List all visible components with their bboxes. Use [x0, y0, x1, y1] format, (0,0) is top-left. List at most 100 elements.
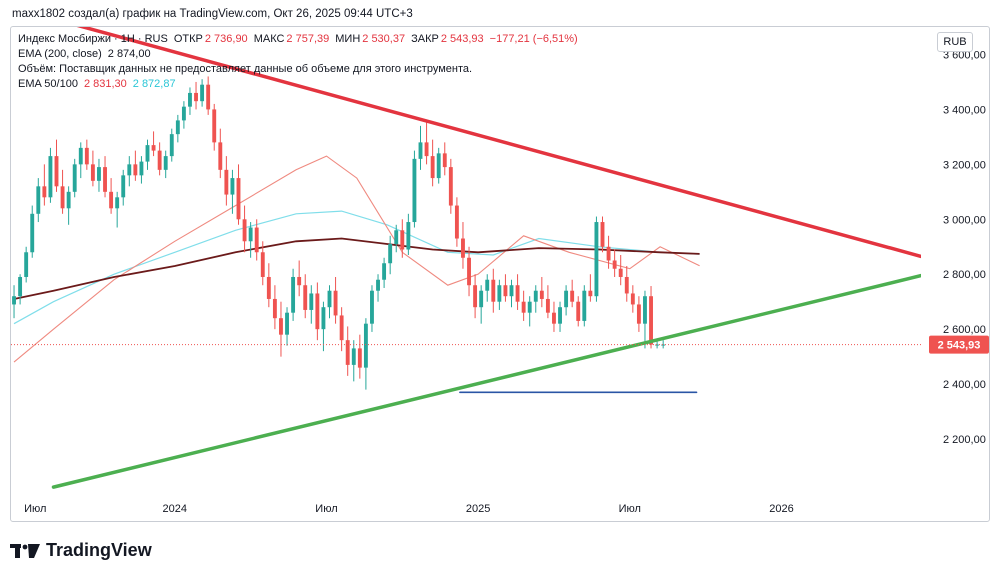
candle-body	[643, 296, 647, 324]
candle-body	[630, 293, 635, 305]
candle-body	[600, 222, 605, 247]
candle-body	[515, 285, 520, 302]
candle-body	[376, 279, 380, 291]
x-tick-label: Июл	[24, 503, 46, 515]
y-tick-label: 2 400,00	[943, 379, 986, 391]
candle-body	[145, 145, 150, 162]
candle-body	[127, 164, 132, 176]
candle-body	[370, 290, 374, 324]
candle-body	[163, 156, 168, 170]
candle-body	[279, 318, 283, 335]
candle-body	[509, 285, 514, 297]
ema200-value: 2 874,00	[107, 48, 151, 60]
symbol-title[interactable]: Индекс Мосбиржи · 1H · RUS	[18, 33, 168, 45]
x-tick-label: 2026	[769, 503, 793, 515]
change-value: −177,21 (−6,51%)	[489, 33, 578, 45]
candle-body	[473, 285, 478, 308]
candle-body	[139, 161, 144, 176]
candle-body	[285, 312, 289, 335]
candle-body	[618, 268, 623, 277]
candle-body	[60, 186, 65, 209]
candle-body	[254, 227, 259, 253]
candle-body	[84, 147, 89, 165]
candle-body	[594, 222, 599, 297]
open-label: ОТКР	[173, 33, 203, 45]
low-label: МИН	[335, 33, 361, 45]
candle-body	[224, 169, 229, 195]
candle-body	[175, 120, 180, 135]
candle-body	[333, 290, 338, 316]
ema200-label[interactable]: EMA (200, close)	[18, 48, 102, 60]
candle-body	[78, 147, 83, 165]
chart-legend: Индекс Мосбиржи · 1H · RUS ОТКР 2 736,90…	[18, 32, 578, 92]
candle-body	[121, 175, 126, 198]
candle-body	[649, 296, 653, 345]
candle-body	[297, 276, 302, 286]
candle-body	[461, 238, 465, 258]
candle-body	[24, 252, 29, 277]
close-label: ЗАКР	[411, 33, 439, 45]
plot-area[interactable]	[11, 11, 921, 489]
high-label: МАКС	[253, 33, 285, 45]
candle-body	[612, 260, 617, 269]
candle-body	[467, 257, 471, 286]
candle-body	[66, 191, 71, 209]
candle-body	[588, 290, 593, 297]
currency-button[interactable]: RUB	[937, 32, 973, 52]
candle-body	[206, 84, 211, 110]
candle-body	[564, 290, 569, 308]
candle-body	[503, 285, 508, 297]
candle-body	[48, 156, 53, 198]
candle-body	[412, 158, 417, 223]
candle-body	[339, 315, 344, 341]
candle-body	[485, 279, 490, 291]
candle-body	[212, 109, 217, 143]
candle-body	[194, 92, 198, 102]
candle-body	[418, 142, 423, 159]
tradingview-logo[interactable]: TradingView	[10, 540, 152, 561]
candle-body	[12, 296, 16, 305]
candle-body	[157, 150, 162, 170]
candle-body	[436, 153, 441, 179]
candle-body	[309, 293, 314, 310]
candle-body	[248, 227, 253, 242]
candle-body	[382, 263, 387, 280]
candle-body	[90, 164, 95, 181]
candle-body	[570, 290, 575, 302]
candle-body	[624, 276, 629, 294]
candle-body	[430, 156, 435, 179]
candle-body	[109, 191, 114, 209]
candle-body	[236, 178, 241, 220]
candle-body	[582, 290, 587, 321]
ema50-value: 2 831,30	[83, 78, 127, 90]
x-tick-label: Июл	[315, 503, 337, 515]
candle-body	[169, 134, 174, 157]
open-value: 2 736,90	[204, 33, 248, 45]
candle-body	[552, 312, 556, 324]
candle-body	[576, 301, 581, 321]
candle-body	[345, 340, 350, 365]
candle-body	[448, 167, 453, 206]
ema100-value: 2 872,87	[132, 78, 176, 90]
candle-body	[394, 230, 399, 245]
high-value: 2 757,39	[286, 33, 330, 45]
candle-body	[497, 285, 502, 302]
candle-body	[527, 301, 532, 313]
candle-body	[181, 106, 186, 121]
ema100-line	[13, 210, 700, 325]
candle-body	[115, 197, 120, 209]
candle-body	[291, 276, 296, 313]
ema-pair-label[interactable]: EMA 50/100	[18, 78, 78, 90]
candle-body	[103, 167, 107, 192]
support-trendline	[51, 273, 921, 489]
candle-body	[533, 290, 538, 302]
y-tick-label: 2 800,00	[943, 269, 986, 281]
chart-attribution: maxx1802 создал(а) график на TradingView…	[12, 8, 413, 20]
ema50-line	[13, 155, 700, 363]
candle-body	[479, 290, 484, 308]
chart-frame	[10, 26, 990, 522]
candle-body	[97, 167, 101, 181]
volume-note: Объём: Поставщик данных не предоставляет…	[18, 63, 473, 75]
candle-body	[327, 290, 332, 308]
